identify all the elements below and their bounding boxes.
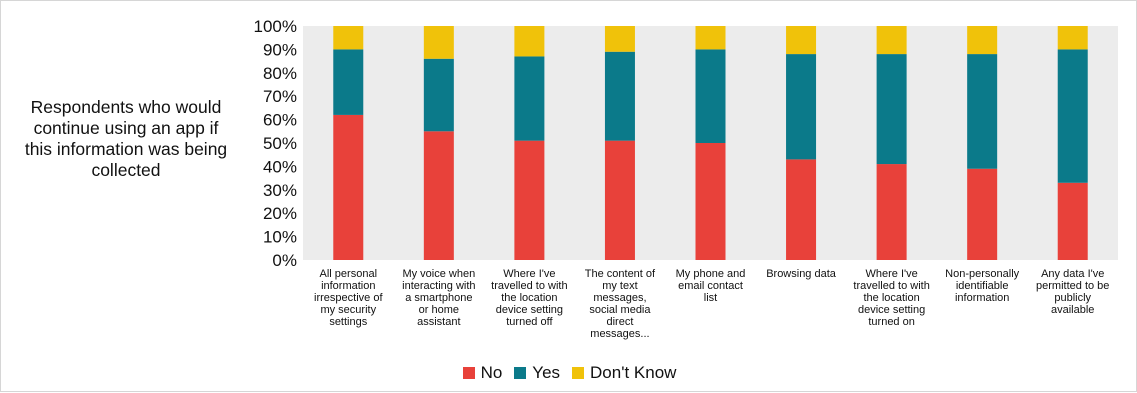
x-category-label-line: list <box>704 292 717 304</box>
bar-no-7 <box>967 168 998 260</box>
x-category-label: The content of my text messages, social med… <box>585 268 656 340</box>
bar-no-4 <box>695 143 726 260</box>
x-category-label-line: travelled to with <box>853 280 929 292</box>
x-category-label-line: My phone and <box>676 268 746 280</box>
y-tick-label: 0% <box>272 251 297 270</box>
x-category-label-line: irrespective of <box>314 292 383 304</box>
bar-yes-1 <box>423 58 454 132</box>
legend-item: Yes <box>514 363 560 383</box>
bar-yes-2 <box>514 56 545 141</box>
x-category-label-line: the location <box>863 292 919 304</box>
x-category-label-line: assistant <box>417 316 460 328</box>
bar-don-t-know-6 <box>876 26 907 55</box>
x-category-label-line: interacting with <box>402 280 475 292</box>
legend-swatch <box>514 367 527 379</box>
bar-yes-3 <box>604 51 635 141</box>
x-category-label-line: identifiable <box>956 280 1009 292</box>
x-category-label-line: information <box>955 292 1009 304</box>
legend-swatch <box>572 367 585 379</box>
x-category-label-line: Browsing data <box>766 268 837 280</box>
x-category-label: Where I've travelled to with the location d… <box>491 268 567 328</box>
x-category-label-line: device setting <box>858 304 925 316</box>
bar-yes-5 <box>786 54 817 160</box>
bar-no-2 <box>514 140 545 260</box>
legend-label: Don't Know <box>590 363 677 382</box>
legend-label: No <box>480 363 503 382</box>
bar-yes-0 <box>333 49 364 115</box>
x-category-label-line: The content of <box>585 268 656 280</box>
x-category-label-line: my security <box>320 304 376 316</box>
bar-don-t-know-2 <box>514 26 545 57</box>
bar-yes-8 <box>1057 49 1088 183</box>
bar-no-5 <box>786 159 817 260</box>
x-category-label-line: messages... <box>590 328 649 340</box>
x-category-label-line: turned on <box>868 316 914 328</box>
chart-legend: No Yes Don't Know <box>1 363 1137 383</box>
y-tick-label: 90% <box>263 40 297 59</box>
x-category-label-line: email contact <box>678 280 743 292</box>
x-category-label-line: My voice when <box>402 268 475 280</box>
bar-yes-7 <box>967 54 998 169</box>
bar-no-1 <box>423 131 454 260</box>
x-category-label: My phone and email contact list <box>676 268 746 304</box>
bar-don-t-know-7 <box>967 26 998 55</box>
y-tick-label: 80% <box>263 64 297 83</box>
x-category-label-line: my text <box>602 280 637 292</box>
x-category-label-line: settings <box>329 316 367 328</box>
bar-don-t-know-8 <box>1057 26 1088 50</box>
x-category-label-line: information <box>321 280 375 292</box>
legend-item: No <box>462 363 503 383</box>
x-category-label-line: available <box>1051 304 1094 316</box>
bar-don-t-know-1 <box>423 26 454 59</box>
x-category-label-line: Any data I've <box>1041 268 1104 280</box>
y-tick-label: 10% <box>263 228 297 247</box>
x-category-label-line: social media <box>589 304 651 316</box>
bar-yes-4 <box>695 49 726 143</box>
bar-no-8 <box>1057 182 1088 260</box>
bar-no-3 <box>604 140 635 260</box>
bar-don-t-know-5 <box>786 26 817 55</box>
x-category-label: Where I've travelled to with the location d… <box>853 268 929 328</box>
x-category-label: My voice when interacting with a smartphon… <box>402 268 475 328</box>
bar-don-t-know-0 <box>333 26 364 50</box>
legend-item: Don't Know <box>572 363 676 383</box>
x-category-label-line: device setting <box>496 304 563 316</box>
x-category-label-line: a smartphone <box>405 292 472 304</box>
x-category-label-line: publicly <box>1054 292 1091 304</box>
x-category-label-line: turned off <box>506 316 553 328</box>
x-category-label: Browsing data <box>766 268 837 280</box>
bar-don-t-know-3 <box>604 26 635 52</box>
y-tick-label: 70% <box>263 87 297 106</box>
y-tick-label: 100% <box>254 17 297 36</box>
x-category-label: All personal information irrespective of my… <box>314 268 383 328</box>
y-tick-label: 50% <box>263 134 297 153</box>
bar-no-0 <box>333 114 364 260</box>
chart-side-label: Respondents who would continue using an … <box>24 97 228 180</box>
y-tick-label: 20% <box>263 204 297 223</box>
x-category-label-line: travelled to with <box>491 280 567 292</box>
x-category-label-line: messages, <box>593 292 646 304</box>
x-category-label-line: the location <box>501 292 557 304</box>
y-tick-label: 60% <box>263 111 297 130</box>
legend-swatch <box>462 367 475 379</box>
x-category-label-line: Where I've <box>865 268 917 280</box>
bar-no-6 <box>876 164 907 260</box>
x-category-label-line: Non-personally <box>945 268 1019 280</box>
x-category-label-line: permitted to be <box>1036 280 1109 292</box>
y-tick-label: 30% <box>263 181 297 200</box>
bar-yes-6 <box>876 54 907 165</box>
x-category-label: Non-personally identifiable information <box>945 268 1019 304</box>
bar-don-t-know-4 <box>695 26 726 50</box>
x-category-label-line: or home <box>419 304 459 316</box>
legend-label: Yes <box>532 363 561 382</box>
y-tick-label: 40% <box>263 157 297 176</box>
x-category-label-line: direct <box>606 316 633 328</box>
x-category-label-line: Where I've <box>503 268 555 280</box>
x-category-label-line: All personal <box>320 268 377 280</box>
x-category-label: Any data I've permitted to be publicly avai… <box>1036 268 1109 316</box>
